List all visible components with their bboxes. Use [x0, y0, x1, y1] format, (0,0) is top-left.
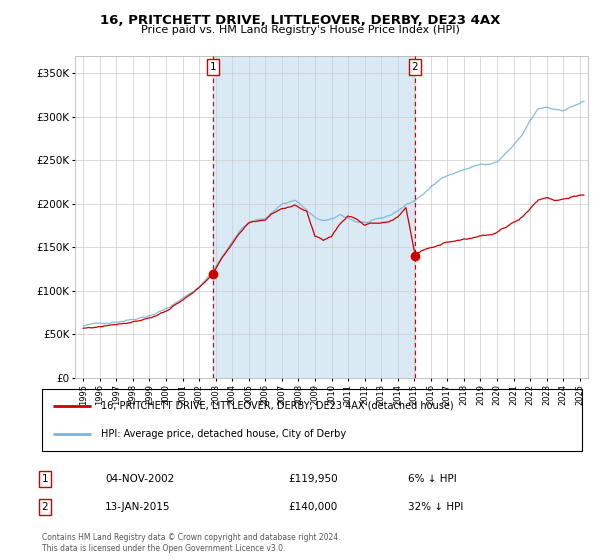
Text: 1: 1: [210, 62, 217, 72]
Text: 6% ↓ HPI: 6% ↓ HPI: [408, 474, 457, 484]
Text: 1: 1: [41, 474, 49, 484]
Text: 2: 2: [412, 62, 418, 72]
Text: 32% ↓ HPI: 32% ↓ HPI: [408, 502, 463, 512]
Text: Price paid vs. HM Land Registry's House Price Index (HPI): Price paid vs. HM Land Registry's House …: [140, 25, 460, 35]
Text: £140,000: £140,000: [288, 502, 337, 512]
Text: £119,950: £119,950: [288, 474, 338, 484]
Text: HPI: Average price, detached house, City of Derby: HPI: Average price, detached house, City…: [101, 429, 347, 439]
Text: 04-NOV-2002: 04-NOV-2002: [105, 474, 174, 484]
Text: 2: 2: [41, 502, 49, 512]
Text: 16, PRITCHETT DRIVE, LITTLEOVER, DERBY, DE23 4AX (detached house): 16, PRITCHETT DRIVE, LITTLEOVER, DERBY, …: [101, 401, 454, 411]
Text: 16, PRITCHETT DRIVE, LITTLEOVER, DERBY, DE23 4AX: 16, PRITCHETT DRIVE, LITTLEOVER, DERBY, …: [100, 14, 500, 27]
Text: Contains HM Land Registry data © Crown copyright and database right 2024.
This d: Contains HM Land Registry data © Crown c…: [42, 533, 341, 553]
Text: 13-JAN-2015: 13-JAN-2015: [105, 502, 170, 512]
Bar: [213, 56, 415, 378]
